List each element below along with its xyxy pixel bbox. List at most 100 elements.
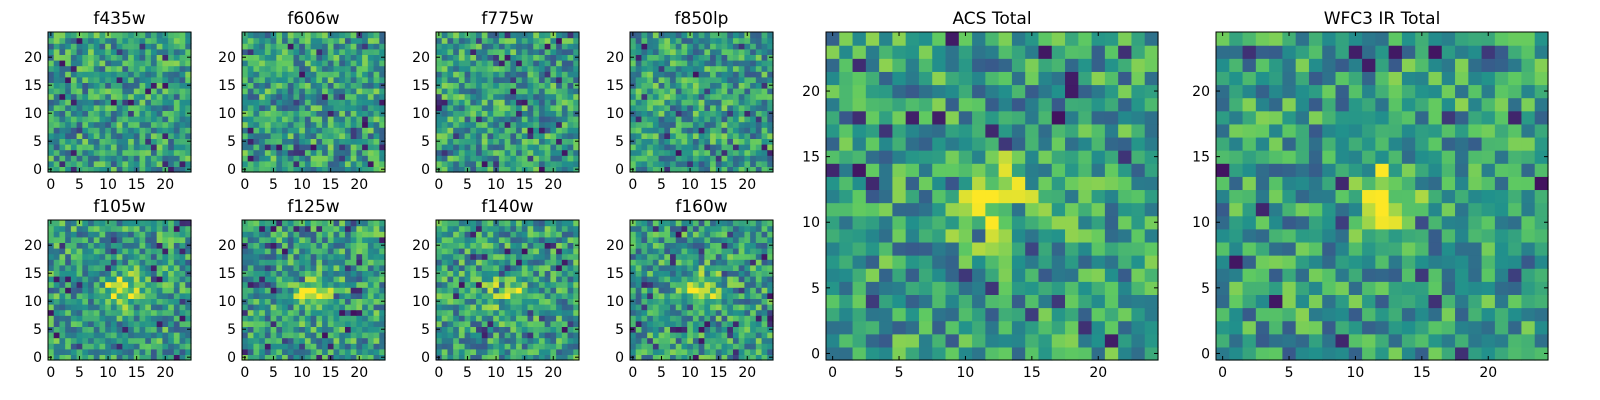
heatmap-cell [687, 348, 694, 355]
heatmap-cell [647, 37, 654, 44]
heatmap-cell [253, 166, 260, 173]
heatmap-cell [168, 354, 175, 361]
heatmap-cell [139, 138, 146, 145]
heatmap-cell [270, 149, 277, 156]
heatmap-cell [664, 60, 671, 67]
heatmap-cell [310, 354, 317, 361]
heatmap-cell [322, 132, 329, 139]
heatmap-cell [362, 264, 369, 271]
heatmap-cell [316, 99, 323, 106]
heatmap-cell [498, 121, 506, 128]
heatmap-cell [504, 304, 511, 311]
heatmap-cell [675, 298, 683, 305]
heatmap-cell [561, 236, 569, 243]
heatmap-cell [652, 276, 660, 283]
heatmap-cell [356, 242, 363, 249]
heatmap-cell [282, 337, 289, 344]
heatmap-cell [333, 248, 340, 255]
heatmap-cell [464, 82, 471, 89]
heatmap-cell [698, 76, 705, 83]
heatmap-cell [744, 60, 751, 67]
heatmap-cell [744, 138, 751, 145]
heatmap-cell [333, 132, 340, 139]
heatmap-cell [76, 259, 83, 266]
heatmap-cell [447, 270, 454, 277]
heatmap-cell [339, 281, 346, 288]
heatmap-cell [53, 65, 61, 72]
heatmap-cell [304, 116, 312, 123]
heatmap-cell [59, 82, 66, 89]
heatmap-cell [65, 149, 72, 156]
heatmap-cell [247, 304, 255, 311]
heatmap-cell [247, 242, 255, 249]
heatmap-cell [247, 60, 255, 67]
heatmap-cell [259, 242, 266, 249]
heatmap-cell [476, 71, 483, 78]
heatmap-cell [105, 155, 112, 162]
heatmap-cell [362, 332, 369, 339]
heatmap-cell [379, 348, 386, 355]
heatmap-cell [362, 287, 369, 294]
heatmap-cell [310, 76, 317, 83]
heatmap-cell [453, 71, 460, 78]
heatmap-cell [128, 343, 135, 350]
heatmap-cell [179, 253, 186, 260]
heatmap-cell [641, 88, 648, 95]
heatmap-cell [242, 37, 249, 44]
heatmap-cell [133, 348, 141, 355]
heatmap-cell [185, 65, 192, 72]
heatmap-cell [664, 332, 671, 339]
heatmap-cell [458, 104, 466, 111]
heatmap-cell [550, 132, 557, 139]
heatmap-cell [270, 281, 277, 288]
heatmap-cell [692, 93, 700, 100]
heatmap-cell [755, 292, 763, 299]
heatmap-cell [476, 298, 483, 305]
heatmap-cell [310, 270, 317, 277]
heatmap-cell [556, 287, 563, 294]
heatmap-cell [110, 354, 118, 361]
heatmap-cell [544, 43, 551, 50]
heatmap-cell [264, 259, 272, 266]
heatmap-cell [487, 160, 494, 167]
heatmap-cell [373, 225, 380, 232]
heatmap-cell [310, 253, 317, 260]
heatmap-cell [521, 281, 529, 288]
heatmap-cell [681, 121, 688, 128]
heatmap-cell [373, 298, 380, 305]
heatmap-cell [550, 309, 557, 316]
heatmap-cell [299, 236, 306, 243]
heatmap-cell [362, 88, 369, 95]
y-tick-label: 10 [24, 294, 42, 310]
heatmap-cell [458, 276, 466, 283]
y-tick-label: 15 [606, 78, 624, 94]
heatmap-cell [339, 332, 346, 339]
heatmap-cell [110, 99, 118, 106]
heatmap-cell [173, 270, 181, 277]
heatmap-cell [88, 315, 95, 322]
heatmap-cell [367, 220, 375, 227]
heatmap-cell [150, 121, 158, 128]
heatmap-cell [561, 32, 569, 39]
heatmap-cell [168, 60, 175, 67]
heatmap-cell [481, 99, 489, 106]
heatmap-cell [727, 144, 734, 151]
heatmap-cell [441, 166, 449, 173]
heatmap-cell [750, 276, 757, 283]
heatmap-cell [652, 315, 660, 322]
heatmap-cell [675, 281, 683, 288]
heatmap-cell [362, 121, 369, 128]
heatmap-cell [453, 110, 460, 117]
y-tick-label: 5 [33, 322, 42, 338]
heatmap-cell [293, 326, 300, 333]
heatmap-cell [630, 65, 637, 72]
heatmap-cell [738, 343, 745, 350]
heatmap-cell [110, 166, 118, 173]
heatmap-cell [299, 127, 306, 134]
heatmap-cell [350, 48, 357, 55]
heatmap-cell [259, 88, 266, 95]
heatmap-cell [139, 104, 146, 111]
heatmap-cell [538, 88, 546, 95]
heatmap-cell [168, 287, 175, 294]
heatmap-cell [310, 231, 317, 238]
